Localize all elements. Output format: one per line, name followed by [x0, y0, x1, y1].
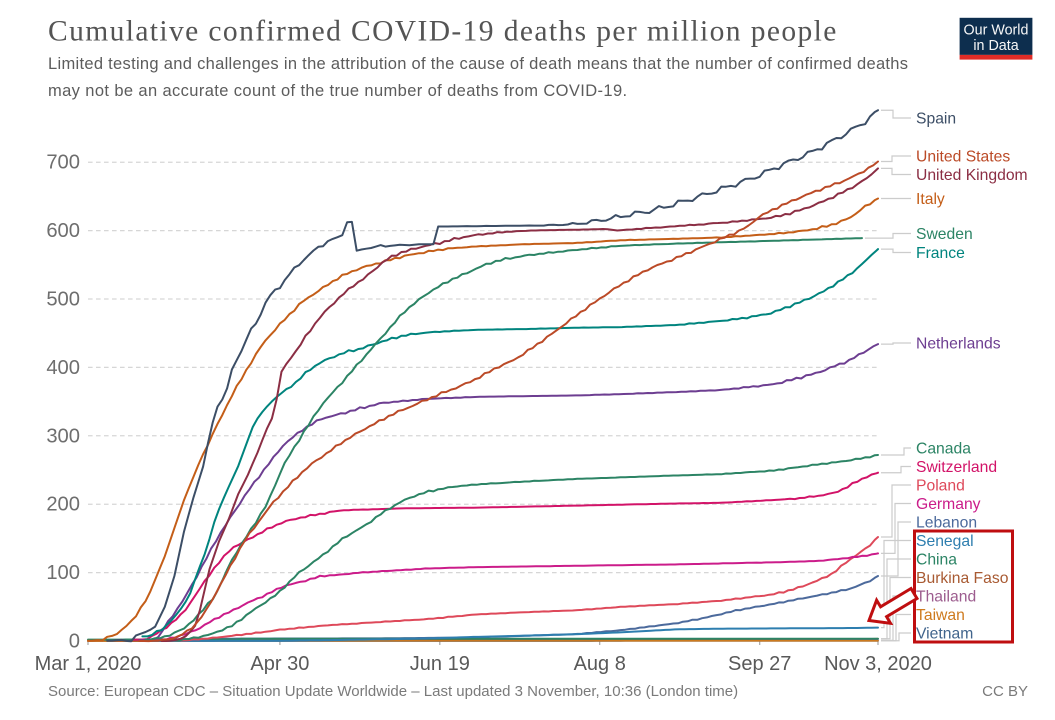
svg-text:China: China	[916, 552, 957, 569]
svg-text:Switzerland: Switzerland	[916, 459, 997, 476]
svg-text:France: France	[916, 245, 965, 262]
svg-text:Jun 19: Jun 19	[410, 653, 470, 675]
svg-text:United States: United States	[916, 149, 1010, 166]
svg-text:Thailand: Thailand	[916, 589, 976, 606]
svg-text:Italy: Italy	[916, 191, 945, 208]
svg-text:Apr 30: Apr 30	[250, 653, 309, 675]
svg-text:Source: European CDC – Situati: Source: European CDC – Situation Update …	[48, 683, 738, 700]
svg-text:CC BY: CC BY	[982, 683, 1028, 700]
svg-text:Vietnam: Vietnam	[916, 626, 973, 643]
svg-text:in Data: in Data	[973, 38, 1018, 54]
svg-text:Poland: Poland	[916, 478, 965, 495]
svg-text:Taiwan: Taiwan	[916, 607, 965, 624]
svg-text:0: 0	[69, 631, 80, 653]
svg-text:200: 200	[46, 494, 80, 516]
svg-text:Cumulative confirmed COVID-19: Cumulative confirmed COVID-19 deaths per…	[48, 16, 838, 48]
svg-text:500: 500	[46, 289, 80, 311]
svg-text:Aug 8: Aug 8	[574, 653, 626, 675]
svg-text:600: 600	[46, 220, 80, 242]
svg-text:Burkina Faso: Burkina Faso	[916, 570, 1009, 587]
svg-text:100: 100	[46, 562, 80, 584]
svg-text:Nov 3, 2020: Nov 3, 2020	[824, 653, 932, 675]
svg-text:Sweden: Sweden	[916, 226, 973, 243]
svg-text:700: 700	[46, 152, 80, 174]
svg-text:Netherlands: Netherlands	[916, 336, 1001, 353]
svg-text:Sep 27: Sep 27	[728, 653, 791, 675]
svg-text:Our World: Our World	[964, 23, 1029, 39]
svg-text:Limited testing and challenges: Limited testing and challenges in the at…	[48, 55, 908, 73]
svg-text:Lebanon: Lebanon	[916, 515, 977, 532]
svg-text:may not be an accurate count o: may not be an accurate count of the true…	[48, 82, 627, 100]
svg-text:Germany: Germany	[916, 496, 981, 513]
svg-text:Senegal: Senegal	[916, 533, 974, 550]
svg-text:United Kingdom: United Kingdom	[916, 167, 1028, 184]
svg-text:Canada: Canada	[916, 441, 971, 458]
svg-text:300: 300	[46, 425, 80, 447]
svg-text:400: 400	[46, 357, 80, 379]
svg-text:Spain: Spain	[916, 111, 956, 128]
svg-text:Mar 1, 2020: Mar 1, 2020	[35, 653, 142, 675]
